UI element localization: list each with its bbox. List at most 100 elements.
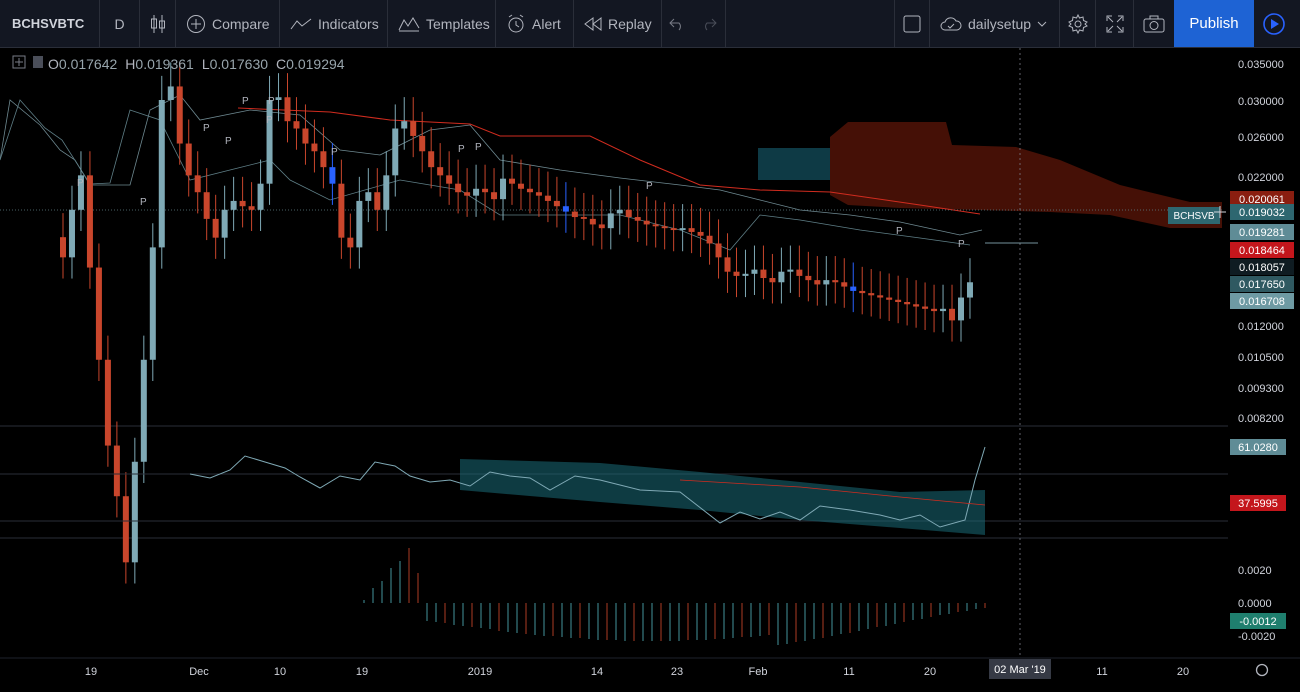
candle-body	[248, 206, 255, 210]
candle-body	[769, 278, 776, 283]
candle-body	[257, 183, 264, 210]
redo-icon	[701, 17, 717, 31]
pivot-marker: P	[268, 96, 275, 107]
close-value: 0.019294	[286, 55, 345, 72]
camera-icon	[1143, 15, 1165, 33]
candle-body	[670, 228, 677, 231]
candle-body	[428, 151, 435, 168]
candle-body	[446, 175, 453, 184]
candle-body	[149, 247, 156, 360]
candle-body	[293, 121, 300, 129]
chart-background	[0, 48, 1300, 692]
symbol-label: BCHSVBTC	[12, 16, 85, 31]
candle-body	[122, 496, 129, 563]
snapshot-button[interactable]	[1134, 0, 1174, 47]
undo-button[interactable]	[662, 0, 692, 47]
candle-body	[796, 269, 803, 276]
indicators-label: Indicators	[318, 15, 379, 32]
candle-body	[877, 295, 884, 298]
macd-tag	[1230, 613, 1286, 629]
candle-body	[742, 273, 749, 276]
settings-button[interactable]	[1060, 0, 1096, 47]
time-axis-label: 23	[671, 666, 683, 678]
price-tag	[1230, 242, 1294, 258]
redo-button[interactable]	[692, 0, 726, 47]
price-tag-label: 0.019032	[1239, 207, 1285, 219]
candle-body	[949, 308, 956, 321]
candle-body	[904, 302, 911, 305]
candle-body	[760, 269, 767, 279]
pivot-marker: P	[331, 147, 338, 158]
candle-body	[167, 86, 174, 100]
candle-body	[580, 217, 587, 219]
candle-body	[589, 218, 596, 225]
time-axis-label: 11	[843, 666, 854, 678]
fullscreen-icon	[1106, 15, 1124, 33]
time-axis-label: 2019	[468, 666, 492, 678]
ichimoku-cloud-bullish	[758, 148, 830, 180]
candle-body	[230, 200, 237, 210]
pivot-marker: P	[266, 115, 273, 126]
candle-body	[616, 209, 623, 214]
low-label: L	[201, 55, 210, 72]
price-tag	[1230, 259, 1294, 275]
price-tag-label: 0.019281	[1239, 227, 1285, 239]
replay-button[interactable]: Replay	[574, 0, 662, 47]
candle-body	[401, 121, 408, 129]
price-tag	[1230, 293, 1294, 309]
candle-body	[832, 280, 839, 283]
candle-body	[850, 286, 857, 291]
candle-body	[868, 293, 875, 296]
publish-button[interactable]: Publish	[1174, 0, 1254, 47]
price-tag	[1230, 276, 1294, 292]
layout-selector[interactable]: dailysetup	[930, 0, 1060, 47]
candle-body	[679, 228, 686, 231]
price-tag-label: 0.017650	[1239, 279, 1285, 291]
open-label: O	[48, 55, 59, 72]
time-axis-label: 19	[85, 666, 97, 678]
interval-selector[interactable]: D	[100, 0, 140, 47]
price-axis-tick: 0.008200	[1238, 413, 1284, 425]
candle-body	[535, 192, 542, 196]
candle-body	[715, 243, 722, 258]
templates-button[interactable]: Templates	[388, 0, 496, 47]
time-axis-label: 20	[1177, 666, 1189, 678]
indicators-button[interactable]: Indicators	[280, 0, 388, 47]
close-label: C	[276, 55, 287, 72]
macd-axis-tick: 0.0000	[1238, 598, 1272, 610]
expand-legend-icon[interactable]	[12, 55, 26, 72]
chart-type-button[interactable]	[140, 0, 176, 47]
candle-body	[302, 128, 309, 144]
fullscreen-button[interactable]	[1096, 0, 1134, 47]
pivot-marker: P	[958, 239, 965, 250]
play-button[interactable]	[1254, 0, 1294, 47]
candle-body	[509, 178, 515, 184]
alert-button[interactable]: Alert	[496, 0, 574, 47]
candle-body	[158, 100, 165, 248]
candle-body	[652, 224, 659, 227]
compare-button[interactable]: Compare	[176, 0, 280, 47]
candle-body	[329, 167, 336, 184]
candle-body	[60, 237, 66, 258]
macd-tag-label: -0.0012	[1239, 616, 1276, 628]
candle-body	[410, 121, 417, 136]
candle-body	[733, 271, 740, 276]
replay-label: Replay	[608, 15, 652, 32]
candle-body	[841, 282, 848, 287]
price-tag-label: 0.016708	[1239, 296, 1285, 308]
visibility-flag-icon[interactable]	[32, 55, 44, 72]
settings-icon[interactable]	[1255, 663, 1269, 677]
candle-body	[787, 269, 794, 272]
candle-body	[598, 224, 605, 229]
candle-body	[419, 135, 426, 152]
rectangle-button[interactable]	[894, 0, 930, 47]
candle-body	[392, 128, 399, 176]
price-axis-tick: 0.010500	[1238, 352, 1284, 364]
pivot-marker: P	[140, 197, 147, 208]
candle-body	[643, 220, 650, 225]
price-tag-label: 0.018464	[1239, 245, 1285, 257]
pivot-marker: P	[475, 142, 482, 153]
candle-body	[526, 188, 533, 193]
symbol-search[interactable]: BCHSVBTC	[0, 0, 100, 47]
